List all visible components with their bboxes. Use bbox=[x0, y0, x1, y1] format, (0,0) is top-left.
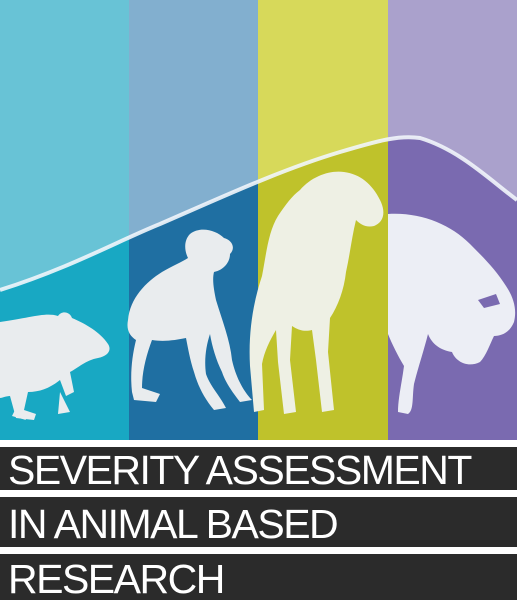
title-band-2: IN ANIMAL BASED bbox=[0, 497, 517, 547]
sheep-silhouette-icon bbox=[249, 171, 384, 414]
title-line-1: SEVERITY ASSESSMENT bbox=[8, 447, 472, 491]
title-band-3: RESEARCH bbox=[0, 554, 517, 600]
severity-artwork bbox=[0, 0, 517, 440]
rat-silhouette-icon bbox=[0, 312, 110, 420]
severity-curve-icon bbox=[0, 135, 517, 292]
title-line-2: IN ANIMAL BASED bbox=[8, 501, 339, 547]
title-line-3: RESEARCH bbox=[8, 556, 225, 600]
pig-silhouette-icon bbox=[388, 213, 516, 414]
monkey-silhouette-icon bbox=[127, 229, 252, 410]
title-band-1: SEVERITY ASSESSMENT bbox=[0, 447, 517, 490]
